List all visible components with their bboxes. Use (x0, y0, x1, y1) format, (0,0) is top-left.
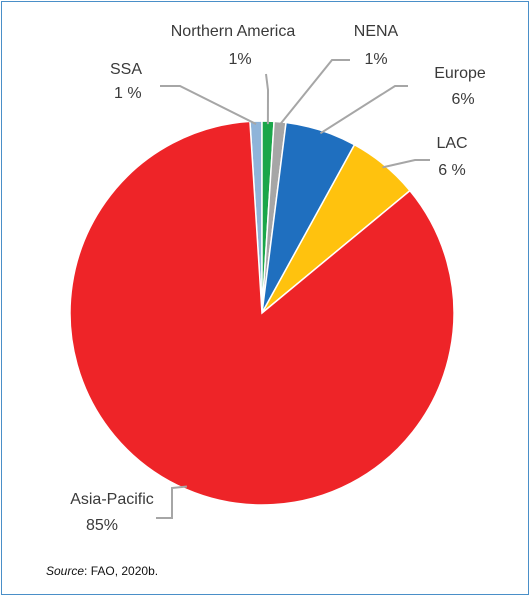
label-northern-america-value: 1% (228, 51, 251, 68)
leader-line-europe (319, 85, 408, 135)
label-ssa-name: SSA (110, 61, 142, 78)
leader-lines (156, 59, 430, 519)
label-northern-america-name: Northern America (171, 23, 296, 40)
label-asia-pacific-value: 85% (86, 517, 118, 534)
pie-slices (69, 120, 455, 506)
leader-line-lac (382, 159, 430, 169)
label-asia-pacific-name: Asia-Pacific (70, 491, 154, 508)
leader-line-asia-pacific (156, 485, 188, 519)
label-europe-name: Europe (434, 65, 486, 82)
source-note: Source: FAO, 2020b. (46, 564, 158, 578)
leader-line-ssa (160, 85, 257, 125)
label-ssa-value: 1 % (114, 85, 142, 102)
label-lac-name: LAC (436, 135, 467, 152)
label-nena-value: 1% (364, 51, 387, 68)
label-lac-value: 6 % (438, 162, 466, 179)
leader-line-nena (279, 59, 350, 126)
leader-line-northern-america (265, 73, 270, 125)
pie-slice-asia-pacific (69, 120, 455, 506)
source-text: : FAO, 2020b. (84, 564, 159, 578)
source-prefix: Source (46, 564, 85, 578)
label-nena-name: NENA (354, 23, 399, 40)
label-europe-value: 6% (451, 91, 474, 108)
